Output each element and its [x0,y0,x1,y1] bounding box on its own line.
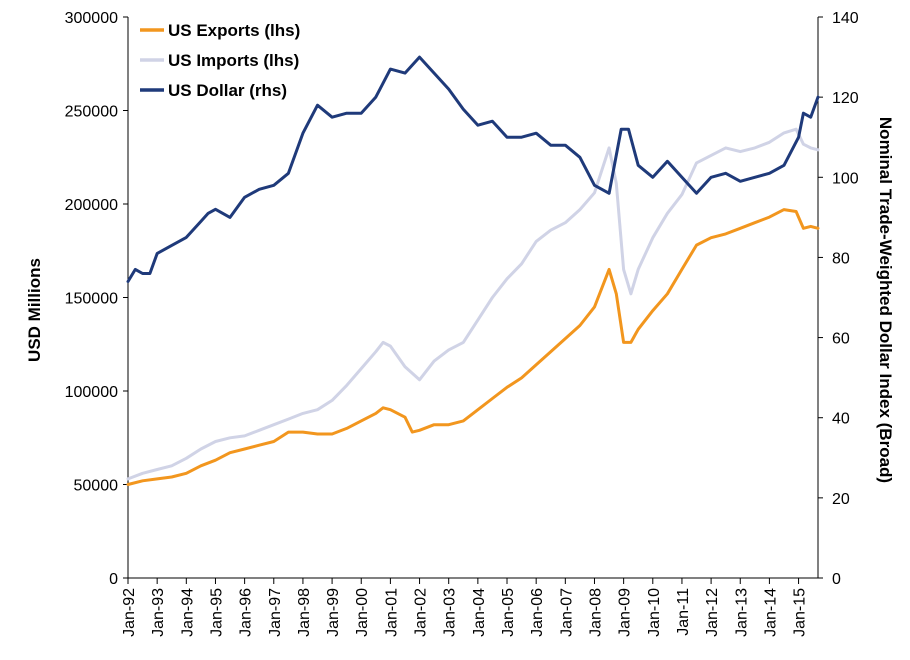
y-left-tick-label: 100000 [65,384,118,401]
series-line-us-dollar [126,55,820,283]
series-line-us-imports [126,127,820,481]
x-tick-label: Jan-93 [150,588,167,637]
x-tick-label: Jan-05 [500,588,517,637]
y-right-tick-label: 120 [832,90,859,107]
x-tick-label: Jan-13 [733,588,750,637]
y-axis-left-title: USD Millions [25,258,44,362]
x-tick-label: Jan-12 [704,588,721,637]
y-right-tick-label: 80 [832,250,850,267]
x-tick-label: Jan-95 [208,588,225,637]
x-tick-label: Jan-98 [296,588,313,637]
y-left-tick-label: 50000 [74,478,119,495]
y-left-tick-label: 200000 [65,197,118,214]
series-line-us-exports [126,208,820,486]
x-tick-label: Jan-11 [675,588,692,636]
y-right-tick-label: 0 [832,571,841,588]
legend-label-us-imports: US Imports (lhs) [168,51,299,70]
legend-label-us-exports: US Exports (lhs) [168,21,300,40]
y-left-tick-label: 300000 [65,10,118,27]
x-tick-label: Jan-96 [238,588,255,637]
x-tick-label: Jan-14 [762,588,779,637]
x-tick-label: Jan-03 [442,588,459,637]
y-left-tick-label: 0 [109,571,118,588]
x-tick-label: Jan-99 [325,588,342,637]
x-tick-label: Jan-09 [617,588,634,637]
x-tick-label: Jan-06 [529,588,546,637]
y-right-tick-label: 140 [832,10,859,27]
legend-label-us-dollar: US Dollar (rhs) [168,81,287,100]
x-tick-label: Jan-08 [587,588,604,637]
y-right-tick-label: 100 [832,170,859,187]
y-right-tick-label: 40 [832,411,850,428]
y-right-tick-label: 60 [832,331,850,348]
x-tick-label: Jan-02 [413,588,430,637]
x-tick-label: Jan-04 [471,588,488,637]
x-tick-label: Jan-00 [354,588,371,637]
y-left-tick-label: 150000 [65,291,118,308]
x-tick-label: Jan-97 [267,588,284,637]
x-tick-label: Jan-07 [558,588,575,637]
x-tick-label: Jan-01 [383,588,400,637]
y-right-tick-label: 20 [832,491,850,508]
y-left-tick-label: 250000 [65,104,118,121]
x-tick-label: Jan-92 [121,588,138,637]
x-tick-label: Jan-94 [179,588,196,637]
x-tick-label: Jan-15 [792,588,809,637]
y-axis-right-title: Nominal Trade-Weighted Dollar Index (Bro… [876,117,895,483]
x-tick-label: Jan-10 [646,588,663,637]
